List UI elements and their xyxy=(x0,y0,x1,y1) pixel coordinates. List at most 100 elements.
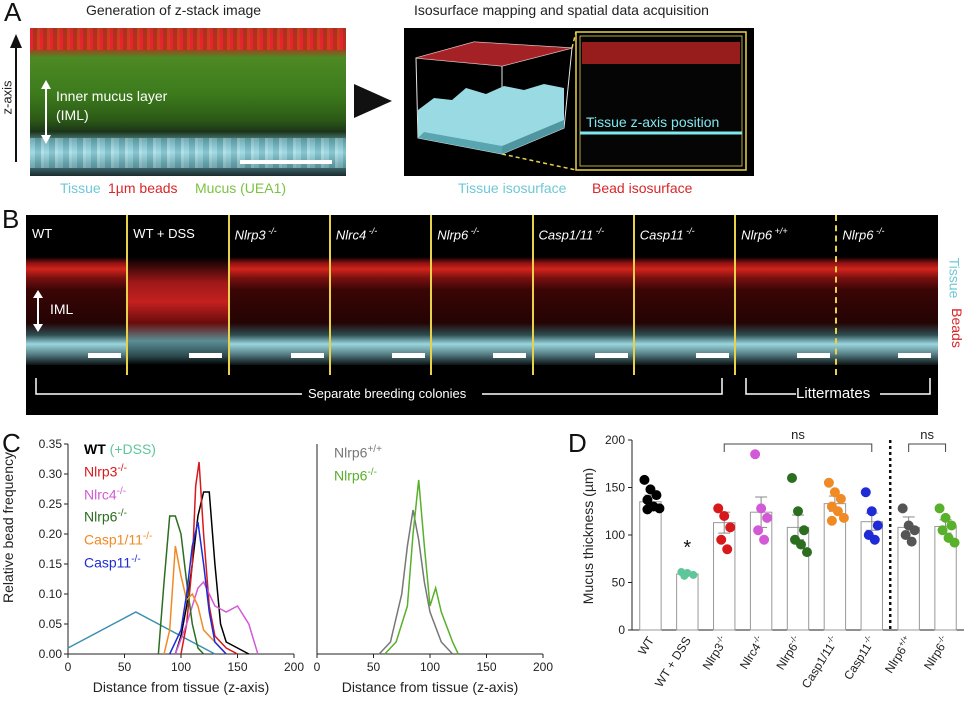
data-point xyxy=(866,506,877,517)
y-tick-label: 0.30 xyxy=(39,467,63,481)
y-tick-label: 0.10 xyxy=(39,587,63,601)
data-point xyxy=(906,536,917,547)
y-tick-label: 0.00 xyxy=(39,647,63,661)
strain-scale-bar xyxy=(88,353,121,358)
data-point xyxy=(937,525,948,536)
ns-bracket-left xyxy=(723,443,873,452)
strain-divider xyxy=(430,215,433,375)
strain-scale-bar xyxy=(594,353,628,358)
data-point xyxy=(639,474,650,485)
data-point xyxy=(759,534,770,545)
x-tick-label: 200 xyxy=(533,660,553,674)
bar xyxy=(639,501,662,631)
strain-divider xyxy=(531,215,534,375)
data-point xyxy=(940,512,951,523)
legend-mucus: Mucus (UEA1) xyxy=(195,180,287,196)
strain-divider xyxy=(328,215,331,375)
y-tick-label: 0.15 xyxy=(39,557,63,571)
panel-b-iml-label: IML xyxy=(50,301,74,317)
strain-image xyxy=(836,215,938,365)
category-label: WT + DSS xyxy=(652,634,694,690)
category-label: WT xyxy=(635,634,657,658)
data-point xyxy=(909,525,920,536)
tissue-z-label: Tissue z-axis position xyxy=(586,114,720,130)
strain-divider xyxy=(835,215,838,375)
strain-image xyxy=(735,215,837,365)
data-point xyxy=(762,512,773,523)
iml-arrow xyxy=(41,80,51,144)
littermates-label: Littermates xyxy=(796,385,871,402)
side-label-beads: Beads xyxy=(948,308,965,348)
legend-tissue-isosurface: Tissue isosurface xyxy=(458,180,567,196)
strain-image xyxy=(228,215,330,365)
panel-c-letter: C xyxy=(2,428,21,458)
data-point xyxy=(900,530,911,540)
series-line xyxy=(169,521,227,655)
category-label: Casp11-/- xyxy=(840,633,878,682)
x-axis-label: Distance from tissue (z-axis) xyxy=(93,679,270,695)
strain-scale-bar xyxy=(290,353,324,358)
data-point xyxy=(654,503,665,514)
panel-a-right-title: Isosurface mapping and spatial data acqu… xyxy=(414,2,709,18)
series-line xyxy=(163,545,227,655)
data-point xyxy=(689,570,698,579)
series-line xyxy=(180,461,238,655)
data-point xyxy=(823,477,834,488)
strain-divider xyxy=(227,215,230,375)
x-tick-label: 100 xyxy=(420,660,440,674)
y-tick-label: 150 xyxy=(605,481,625,495)
data-point xyxy=(753,525,764,536)
y-tick-label: 0.05 xyxy=(39,617,63,631)
z-stack-image xyxy=(30,28,346,176)
data-point xyxy=(756,503,767,514)
chart-c-left: 0 50 100 150 200 0.00 0.05 0.10 0.15 0.20 0.25 0.30… xyxy=(39,437,305,695)
x-tick-label: 50 xyxy=(118,660,132,674)
category-label: Nlrp6-/- xyxy=(920,633,952,672)
data-point xyxy=(872,520,883,531)
y-tick-label: 100 xyxy=(605,528,625,542)
panel-c-left-legend: WT (+DSS) Nlrp3-/- Nlrc4-/- Nlrp6-/- Casp1/1… xyxy=(84,440,156,572)
bar xyxy=(676,573,699,631)
x-tick-label: 100 xyxy=(171,660,191,674)
data-point xyxy=(716,534,727,545)
z-axis-label: z-axis xyxy=(0,80,15,115)
data-point xyxy=(949,537,960,548)
strain-scale-bar xyxy=(391,353,425,358)
panel-a-left-title: Generation of z-stack image xyxy=(86,2,262,18)
data-point xyxy=(642,504,653,515)
data-point xyxy=(829,487,840,498)
scale-bar xyxy=(240,160,332,164)
ns-label-left: ns xyxy=(791,427,805,442)
panel-b-letter: B xyxy=(2,204,20,234)
side-label-tissue: Tissue xyxy=(946,257,963,299)
category-label: Nlrp6-/- xyxy=(773,633,805,672)
isosurface-image xyxy=(404,28,754,176)
strain-label: WT xyxy=(32,226,53,241)
process-arrow xyxy=(354,84,392,118)
x-tick-label: 0 xyxy=(314,660,321,674)
strain-scale-bar xyxy=(898,353,932,358)
strain-label: Nlrp6 -/- xyxy=(842,226,885,243)
panel-b-iml-arrow xyxy=(33,290,43,332)
iml-label-line1: Inner mucus layer xyxy=(56,88,168,104)
data-point xyxy=(642,494,653,505)
series-line xyxy=(378,509,454,655)
strain-scale-bar xyxy=(493,353,527,358)
panel-c-ylabel: Relative bead frequency xyxy=(0,452,16,603)
data-point xyxy=(713,503,724,514)
data-point xyxy=(651,490,662,501)
strain-label: Nlrp6 +/+ xyxy=(741,226,788,243)
data-point xyxy=(826,515,837,526)
data-point xyxy=(680,571,689,580)
strain-label: Nlrc4 -/- xyxy=(335,226,378,243)
y-tick-label: 0.25 xyxy=(39,497,63,511)
data-point xyxy=(946,520,957,531)
strain-label: Nlrp3 -/- xyxy=(234,226,277,243)
data-point xyxy=(799,525,809,536)
panel-d-letter: D xyxy=(568,428,587,458)
data-point xyxy=(722,544,733,555)
category-label: Nlrp3-/- xyxy=(699,633,731,672)
strain-image xyxy=(431,215,533,365)
panel-c-right-legend: Nlrp6+/+ Nlrp6-/- xyxy=(334,440,382,485)
